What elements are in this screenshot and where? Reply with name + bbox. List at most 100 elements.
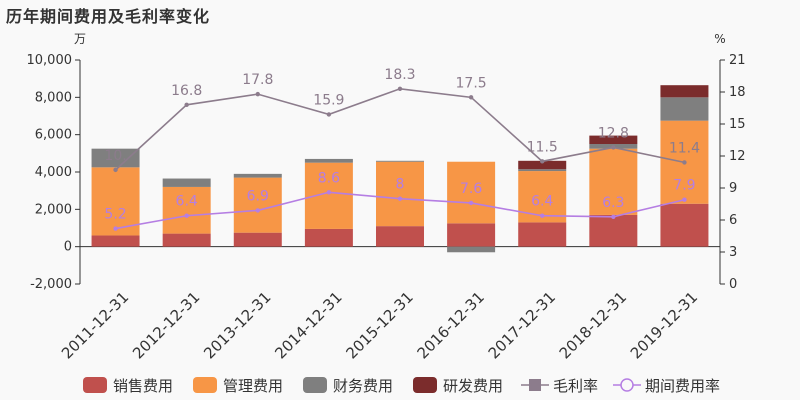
x-tick-label: 2019-12-31 xyxy=(627,288,701,362)
data-label-expense_rate: 6.4 xyxy=(531,194,553,210)
right-tick-label: 21 xyxy=(729,53,746,68)
data-label-expense_rate: 8.6 xyxy=(318,170,340,186)
point-expense_rate xyxy=(326,190,332,195)
bar-finance xyxy=(376,160,424,162)
point-gross_margin xyxy=(682,160,687,165)
bar-finance xyxy=(91,148,140,168)
data-label-gross_margin: 18.3 xyxy=(384,67,415,83)
bar-finance xyxy=(447,246,496,253)
x-tick-label: 2018-12-31 xyxy=(556,288,630,362)
point-expense_rate xyxy=(184,213,189,218)
legend-item-admin[interactable]: 管理费用 xyxy=(193,377,283,395)
legend-label: 销售费用 xyxy=(113,377,173,395)
bar-finance xyxy=(518,169,567,172)
data-label-expense_rate: 8 xyxy=(396,177,405,193)
legend-label: 毛利率 xyxy=(553,377,598,395)
line-labels: 10. 16.8 17.8 15.9 18.3 17.5 11.5 12.8 11.4 5.2 6.… xyxy=(104,67,700,223)
data-label-gross_margin: 11.4 xyxy=(669,140,700,156)
data-label-expense_rate: 5.2 xyxy=(104,207,126,223)
left-tick-label: 4,000 xyxy=(35,165,72,180)
bar-sales xyxy=(660,203,709,247)
right-tick-label: 15 xyxy=(729,117,746,132)
right-tick-label: 3 xyxy=(729,245,737,260)
bar-sales xyxy=(447,223,496,247)
x-tick-label: 2016-12-31 xyxy=(414,288,488,362)
legend-swatch xyxy=(303,377,327,393)
bar-admin xyxy=(91,167,140,236)
bar-finance xyxy=(304,158,353,163)
left-tick-label: 0 xyxy=(64,240,72,255)
point-gross_margin xyxy=(611,145,616,150)
left-tick-label: 6,000 xyxy=(35,128,72,143)
point-gross_margin xyxy=(468,95,474,100)
legend: 销售费用 管理费用 财务费用 研发费用 毛利率 期间费用率 xyxy=(83,377,720,395)
bar-rnd xyxy=(589,135,638,144)
data-label-expense_rate: 6.4 xyxy=(176,194,198,210)
bar-sales xyxy=(162,233,211,247)
right-tick-label: 0 xyxy=(729,277,737,292)
bar-finance xyxy=(233,173,282,178)
left-tick-label: 2,000 xyxy=(35,202,72,217)
bar-rnd xyxy=(518,160,567,170)
data-label-expense_rate: 7.6 xyxy=(460,181,482,197)
legend-item-rnd[interactable]: 研发费用 xyxy=(413,377,503,395)
data-label-gross_margin: 11.5 xyxy=(527,139,558,155)
bar-finance xyxy=(162,178,211,187)
point-gross_margin xyxy=(540,159,545,164)
left-tick-label: 10,000 xyxy=(27,53,73,68)
point-gross_margin xyxy=(326,112,332,117)
x-tick-label: 2015-12-31 xyxy=(342,288,416,362)
point-gross_margin xyxy=(113,167,118,173)
bar-admin xyxy=(233,177,282,233)
x-tick-label: 2014-12-31 xyxy=(271,288,345,362)
legend-item-sales[interactable]: 销售费用 xyxy=(83,377,173,395)
left-axis-unit: 万 xyxy=(74,32,86,46)
right-tick-label: 18 xyxy=(729,85,746,100)
bars xyxy=(91,85,709,253)
data-label-expense_rate: 6.9 xyxy=(247,188,269,204)
data-label-gross_margin: 12.8 xyxy=(598,125,629,141)
point-gross_margin xyxy=(397,86,403,92)
legend-swatch xyxy=(83,377,107,393)
legend-item-gross_margin[interactable]: 毛利率 xyxy=(521,377,598,395)
data-label-gross_margin: 10. xyxy=(104,148,126,164)
point-expense_rate xyxy=(611,214,616,219)
bar-admin xyxy=(162,186,211,234)
right-tick-label: 6 xyxy=(729,213,737,228)
left-tick-label: -2,000 xyxy=(30,277,72,292)
point-expense_rate xyxy=(113,226,118,231)
legend-label: 管理费用 xyxy=(223,377,283,395)
point-expense_rate xyxy=(397,196,403,201)
bar-finance xyxy=(660,97,709,121)
bar-rnd xyxy=(660,85,709,98)
point-gross_margin xyxy=(255,91,260,97)
lines xyxy=(113,86,687,231)
legend-label: 期间费用率 xyxy=(645,377,720,395)
legend-swatch-marker xyxy=(620,378,634,392)
legend-item-finance[interactable]: 财务费用 xyxy=(303,377,393,395)
legend-swatch xyxy=(413,377,437,393)
chart-title: 历年期间费用及毛利率变化 xyxy=(6,7,211,26)
left-tick-label: 8,000 xyxy=(35,90,72,105)
point-expense_rate xyxy=(255,208,260,213)
point-gross_margin xyxy=(184,102,189,108)
bar-sales xyxy=(304,228,353,247)
right-tick-label: 12 xyxy=(729,149,746,164)
legend-swatch-marker xyxy=(529,379,541,391)
bar-admin xyxy=(376,161,424,227)
data-label-expense_rate: 6.3 xyxy=(602,195,624,211)
legend-label: 财务费用 xyxy=(333,377,393,395)
legend-item-expense_rate[interactable]: 期间费用率 xyxy=(613,377,720,395)
point-expense_rate xyxy=(540,213,545,218)
right-axis-unit: % xyxy=(714,32,725,46)
bar-sales xyxy=(376,226,424,247)
data-label-gross_margin: 17.5 xyxy=(456,75,487,91)
bar-sales xyxy=(91,235,140,247)
legend-label: 研发费用 xyxy=(443,377,503,395)
bar-admin xyxy=(447,161,496,224)
bar-sales xyxy=(233,232,282,247)
x-tick-label: 2011-12-31 xyxy=(58,288,132,362)
right-tick-label: 9 xyxy=(729,181,737,196)
data-label-gross_margin: 15.9 xyxy=(313,92,344,108)
